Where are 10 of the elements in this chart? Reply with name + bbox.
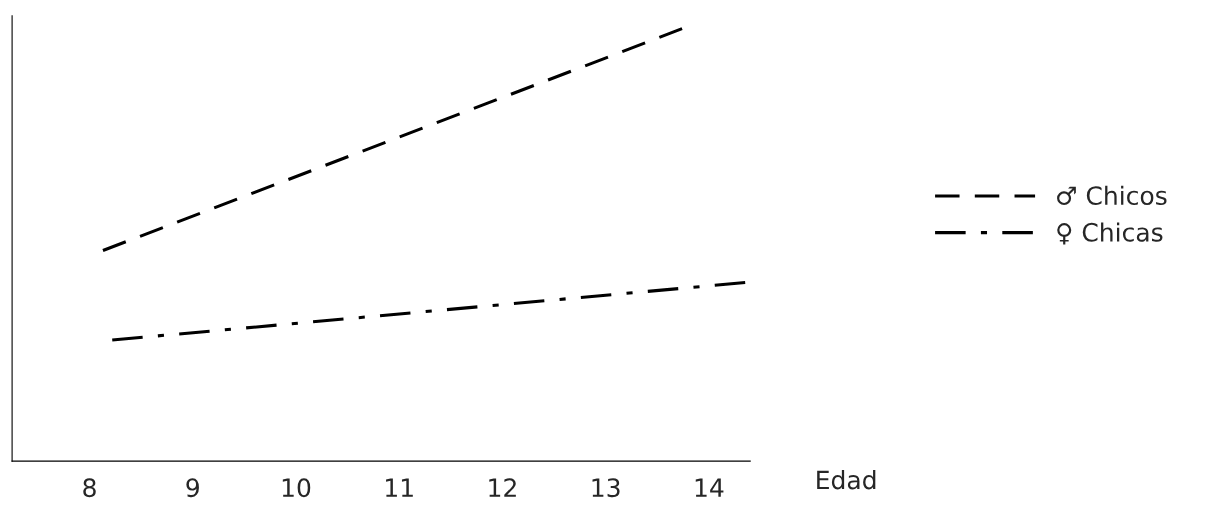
x-tick-label: 8 <box>83 478 96 498</box>
legend-label: ♀ Chicas <box>1057 222 1163 245</box>
x-tick-label: 10 <box>282 478 311 498</box>
x-tick-label: 11 <box>386 478 413 497</box>
x-tick-label: 14 <box>695 478 724 497</box>
x-tick-label: 9 <box>186 478 199 498</box>
x-tick-label: 13 <box>592 478 620 498</box>
x-tick-label: 12 <box>489 478 516 497</box>
legend-label: ♂ Chicos <box>1057 185 1167 206</box>
x-axis-title: Edad <box>817 470 876 490</box>
